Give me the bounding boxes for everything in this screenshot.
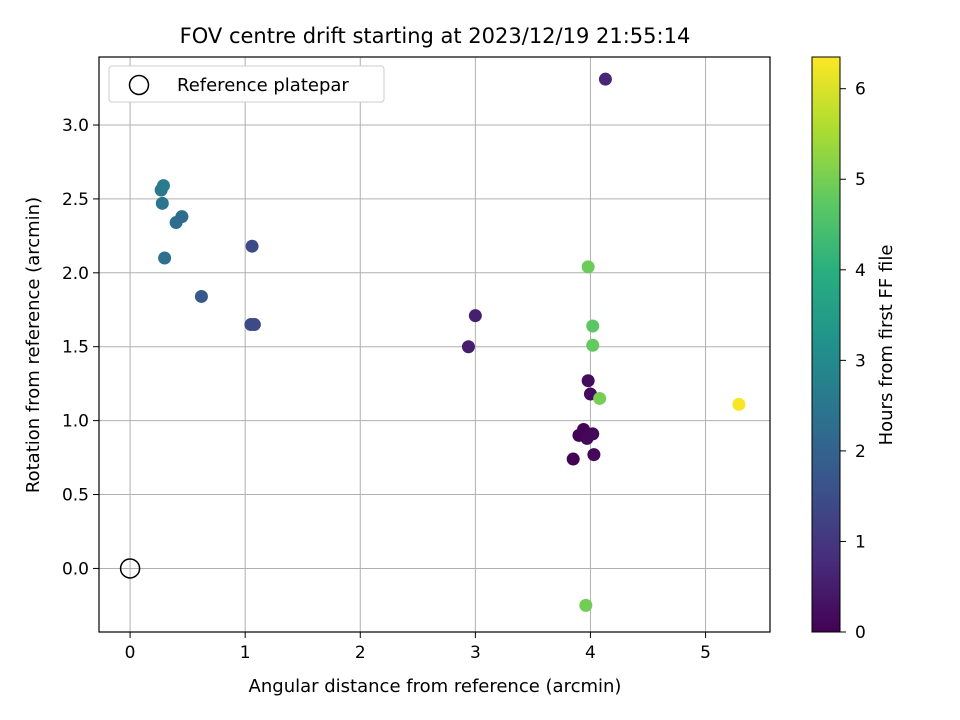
data-point [156,179,170,193]
data-point [461,340,475,354]
data-point [593,391,607,405]
colorbar-tick-label: 0 [855,623,866,643]
data-point [579,598,593,612]
legend-box [108,65,385,103]
data-point [175,210,189,224]
colorbar: 0 1 2 3 4 5 6 Hours from first FF file [811,56,897,643]
reference-point [119,558,141,579]
colorbar-tick-label: 1 [855,532,866,552]
y-axis-label: Rotation from reference (arcmin) [23,197,44,493]
data-point [581,260,595,274]
y-tick-label: 1.0 [62,412,89,432]
y-tick-label: 0.5 [62,486,89,506]
data-point [566,452,580,466]
data-point [194,289,208,303]
y-tick-label: 2.5 [62,190,89,210]
y-axis-ticks: 0.0 0.5 1.0 1.5 2.0 2.5 3.0 [62,116,99,579]
data-point [586,338,600,352]
grid-lines [99,57,770,632]
x-tick-label: 3 [470,643,481,663]
data-point [581,374,595,388]
y-tick-label: 0.0 [62,559,89,579]
y-tick-label: 3.0 [62,116,89,136]
colorbar-tick-label: 4 [855,261,866,281]
data-point [468,309,482,323]
x-tick-label: 0 [125,643,136,663]
chart-title: FOV centre drift starting at 2023/12/19 … [180,24,691,48]
data-point [158,251,172,265]
legend: Reference platepar [108,65,385,103]
x-axis-ticks: 0 1 2 3 4 5 [125,632,711,663]
data-point [598,72,612,86]
x-tick-label: 1 [240,643,251,663]
data-point [247,318,261,332]
colorbar-ticks: 0 1 2 3 4 5 6 [840,80,866,643]
data-point [586,427,600,441]
legend-marker-reference [128,74,150,96]
x-tick-label: 5 [700,643,711,663]
data-point [586,319,600,333]
plot-frame [98,56,771,633]
data-point [245,239,259,253]
colorbar-gradient [811,56,841,633]
colorbar-tick-label: 5 [855,170,866,190]
colorbar-tick-label: 6 [855,80,866,100]
y-tick-label: 1.5 [62,338,89,358]
data-points [119,72,746,612]
data-point [587,448,601,462]
colorbar-tick-label: 2 [855,442,866,462]
data-point [155,196,169,210]
y-tick-label: 2.0 [62,264,89,284]
colorbar-tick-label: 3 [855,351,866,371]
x-tick-label: 4 [585,643,596,663]
colorbar-label: Hours from first FF file [876,245,897,446]
data-point [732,397,746,411]
x-axis-label: Angular distance from reference (arcmin) [249,676,622,697]
legend-label-reference: Reference platepar [177,75,349,96]
x-tick-label: 2 [355,643,366,663]
